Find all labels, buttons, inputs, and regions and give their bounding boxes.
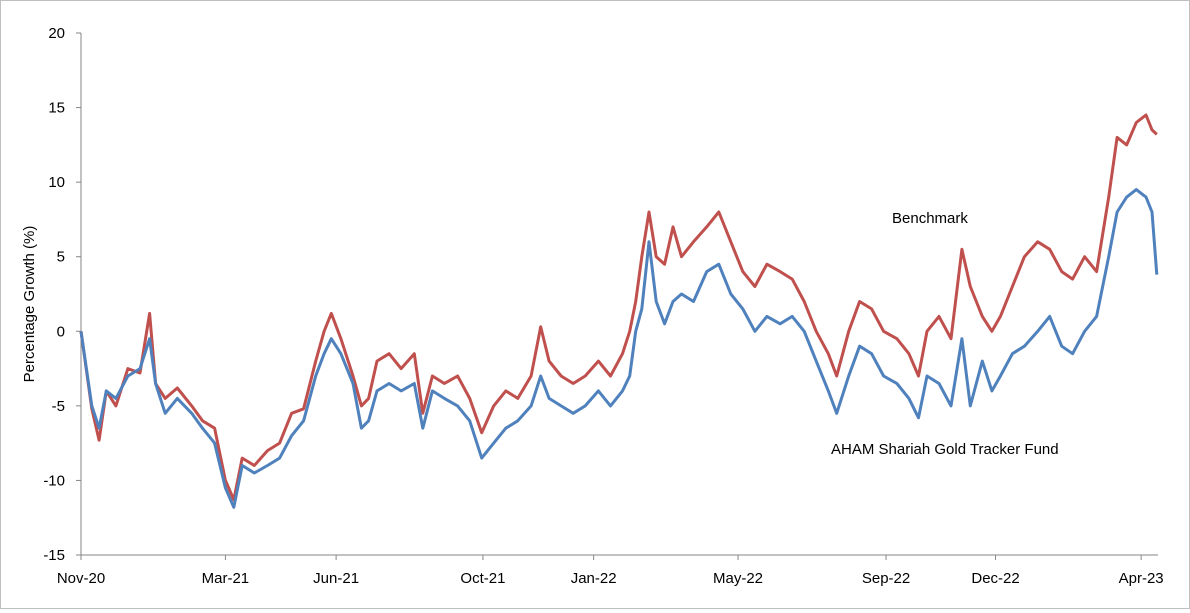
x-tick-label: Jan-22 xyxy=(571,570,617,587)
series-line-fund xyxy=(79,188,1159,509)
x-tick-label: Oct-21 xyxy=(460,570,505,587)
annotation-benchmark: Benchmark xyxy=(892,210,968,227)
x-tick-label: Jun-21 xyxy=(313,570,359,587)
y-tick-label: 10 xyxy=(48,174,65,191)
x-tick-label: Sep-22 xyxy=(862,570,910,587)
x-axis: Nov-20 Mar-21 Jun-21 Oct-21 Jan-22 May-22 Sep-… xyxy=(57,554,1164,587)
annotation-fund: AHAM Shariah Gold Tracker Fund xyxy=(831,441,1059,458)
x-tick-label: Mar-21 xyxy=(202,570,250,587)
y-tick-label: 20 xyxy=(48,25,65,42)
y-tick-label: -5 xyxy=(52,398,65,415)
x-tick-label: Apr-23 xyxy=(1119,570,1164,587)
series-line-benchmark xyxy=(79,113,1158,502)
series-lines xyxy=(79,113,1159,509)
x-tick-label: Dec-22 xyxy=(971,570,1019,587)
x-tick-label: May-22 xyxy=(713,570,763,587)
x-tick-label: Nov-20 xyxy=(57,570,105,587)
y-axis-label: Percentage Growth (%) xyxy=(21,226,38,383)
y-tick-label: 5 xyxy=(57,249,65,266)
y-tick-label: 15 xyxy=(48,100,65,117)
y-tick-label: -15 xyxy=(43,547,65,564)
y-axis: -15 -10 -5 0 5 10 15 20 xyxy=(43,25,82,564)
y-tick-label: -10 xyxy=(43,472,65,489)
y-tick-label: 0 xyxy=(57,323,65,340)
